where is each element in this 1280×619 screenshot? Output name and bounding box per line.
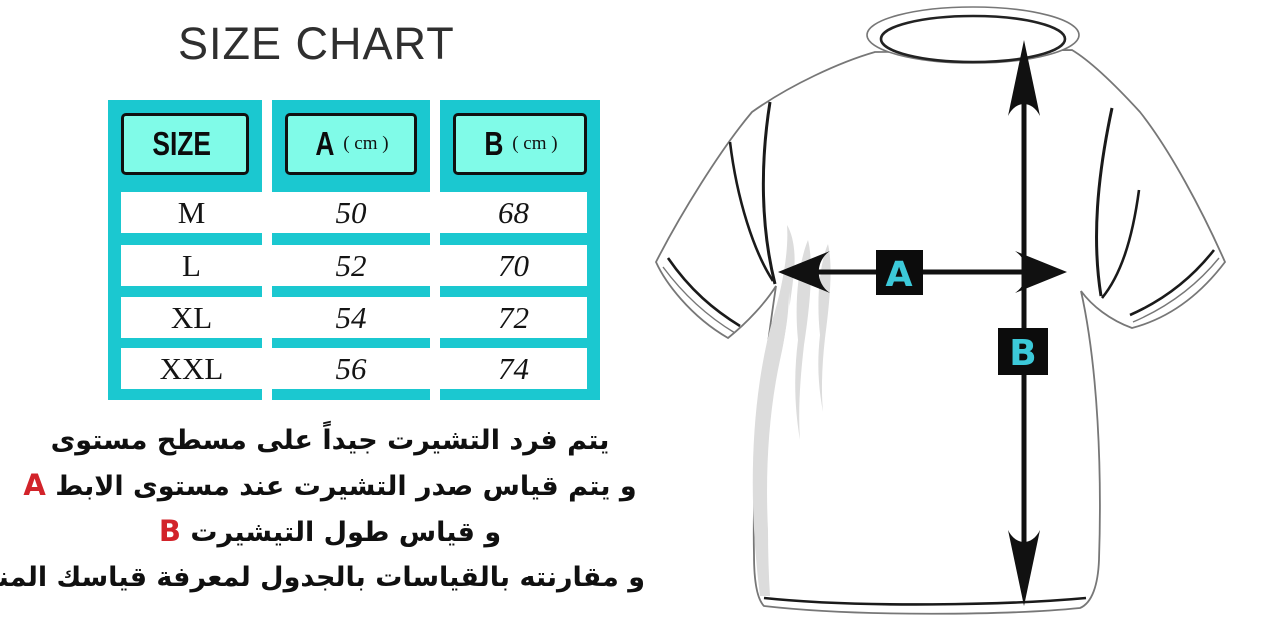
tshirt-outline — [655, 49, 1227, 615]
table-cell-b: 72 — [440, 297, 587, 338]
label-a-badge: A — [876, 250, 923, 295]
page-title: SIZE CHART — [178, 18, 455, 69]
table-cell-b: 68 — [440, 192, 587, 233]
table-column-a: A ( cm ) 50 52 54 56 — [272, 100, 430, 400]
column-header-b: B ( cm ) — [453, 113, 587, 175]
header-label: A — [315, 125, 335, 162]
table-cell-size: XXL — [121, 348, 262, 389]
table-cell-size: L — [121, 245, 262, 286]
instruction-text: و قياس طول التيشيرت — [190, 517, 502, 548]
header-unit: ( cm ) — [343, 133, 389, 154]
measure-a-marker: A — [23, 468, 46, 502]
header-unit: ( cm ) — [512, 133, 558, 154]
arrow-right-icon — [1015, 251, 1067, 293]
instruction-line-3: و قياس طول التيشيرت B — [15, 509, 645, 555]
instruction-text: و يتم قياس صدر التشيرت عند مستوى الابط — [55, 471, 637, 502]
instruction-line-4: و مقارنته بالقياسات بالجدول لمعرفة قياسك… — [0, 555, 645, 600]
arrow-down-icon — [1008, 530, 1040, 606]
header-label: B — [484, 125, 504, 162]
label-a-text: A — [885, 255, 912, 295]
column-header-a: A ( cm ) — [285, 113, 417, 175]
arrow-up-icon — [1008, 40, 1040, 116]
arrow-left-icon — [778, 251, 830, 293]
measurement-instructions: يتم فرد التشيرت جيداً على مسطح مستوى و ي… — [0, 418, 645, 600]
instruction-text: يتم فرد التشيرت جيداً على مسطح مستوى — [50, 425, 610, 456]
table-column-b: B ( cm ) 68 70 72 74 — [440, 100, 600, 400]
length-arrow — [1008, 40, 1040, 606]
label-b-text: B — [1009, 333, 1036, 374]
measure-b-marker: B — [158, 514, 181, 548]
table-cell-a: 54 — [272, 297, 430, 338]
table-cell-a: 56 — [272, 348, 430, 389]
label-b-badge: B — [998, 328, 1048, 375]
collar — [866, 6, 1080, 64]
seam-lines — [662, 101, 1220, 606]
table-cell-size: XL — [121, 297, 262, 338]
table-cell-size: M — [121, 192, 262, 233]
instruction-text: و مقارنته بالقياسات بالجدول لمعرفة قياسك… — [0, 562, 645, 593]
table-cell-a: 50 — [272, 192, 430, 233]
instruction-line-1: يتم فرد التشيرت جيداً على مسطح مستوى — [15, 418, 645, 463]
table-column-size: SIZE M L XL XXL — [108, 100, 262, 400]
header-label: SIZE — [152, 125, 212, 162]
table-cell-b: 70 — [440, 245, 587, 286]
size-table: SIZE M L XL XXL A ( cm ) 50 52 54 56 B ( c… — [108, 100, 600, 400]
table-cell-b: 74 — [440, 348, 587, 389]
column-header-size: SIZE — [121, 113, 249, 175]
table-cell-a: 52 — [272, 245, 430, 286]
instruction-line-2: و يتم قياس صدر التشيرت عند مستوى الابط A — [15, 463, 645, 509]
tshirt-measurement-diagram: A B — [655, 6, 1227, 615]
